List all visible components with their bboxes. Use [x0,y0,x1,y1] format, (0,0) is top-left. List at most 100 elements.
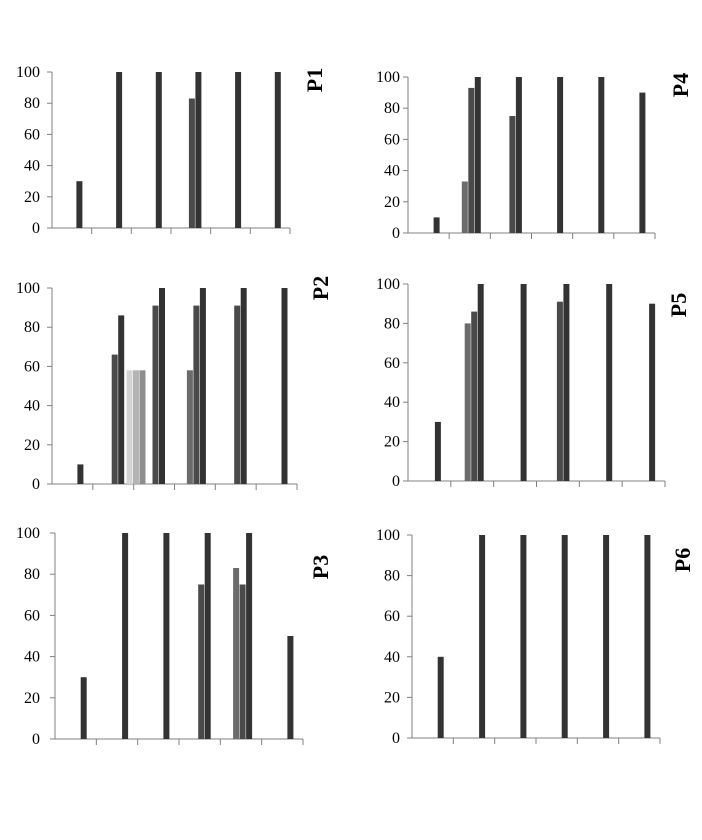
y-tick-label: 20 [384,689,400,706]
y-tick-label: 0 [392,225,400,242]
panel-title: P5 [666,293,691,317]
chart-panel-p6: 0 20 40 60 80 100 P6 [376,527,695,747]
bar [239,584,246,739]
bar [246,533,253,739]
y-tick-label: 40 [24,158,40,175]
bar [509,116,516,233]
bar [163,533,170,739]
bar [193,305,200,484]
bar [118,315,125,484]
bar [287,636,294,739]
bar [152,305,159,484]
bar [77,464,84,484]
y-tick-label: 60 [384,355,400,372]
y-tick-label: 60 [384,608,400,625]
bar [195,72,202,228]
y-tick-label: 100 [16,64,40,81]
bar [468,87,475,234]
y-tick-label: 60 [384,131,400,148]
y-tick-label: 60 [24,126,40,143]
y-tick-label: 40 [24,649,40,666]
panel-title: P4 [668,73,693,97]
y-tick-label: 20 [24,690,40,707]
bar [188,98,195,228]
bar [437,656,444,738]
bar [603,535,610,738]
bar [606,284,613,481]
bar [274,72,281,228]
y-tick-label: 20 [384,194,400,211]
y-tick-label: 100 [16,280,40,297]
chart-panel-p3: 0 20 40 60 80 100 P3 [16,525,333,748]
bar [199,288,206,484]
y-tick-label: 20 [24,189,40,206]
bar [234,305,241,484]
bar [434,421,441,481]
bar [520,284,527,481]
chart-panel-p4: 0 20 40 60 80 100 P4 [376,69,693,242]
panel-title: P6 [670,548,695,572]
bar [515,77,522,233]
bar [122,533,129,739]
bar [186,370,193,484]
panel-title: P1 [302,68,327,92]
bar [557,77,564,233]
bar [471,311,478,481]
bar [233,568,240,739]
y-tick-label: 60 [24,607,40,624]
bar [198,584,205,739]
bar [563,284,570,481]
bar [126,370,133,484]
bar [235,72,242,228]
bar [477,284,484,481]
y-tick-label: 80 [384,568,400,585]
y-tick-label: 100 [16,525,40,542]
bar [520,535,527,738]
y-tick-label: 100 [376,276,400,293]
y-tick-label: 40 [384,394,400,411]
bar [644,535,651,738]
chart-panel-p5: 0 20 40 60 80 100 P5 [376,276,691,490]
panel-title: P3 [308,555,333,579]
y-tick-label: 40 [384,649,400,666]
bar [80,677,87,739]
y-tick-label: 80 [384,315,400,332]
bar [116,72,123,228]
bar [433,217,440,233]
bar [159,288,165,484]
bar [461,181,468,233]
bar [479,535,486,738]
bar [155,72,162,228]
y-tick-label: 40 [24,398,40,415]
y-tick-label: 0 [392,473,400,490]
y-tick-label: 0 [32,476,40,493]
bar [464,323,471,481]
y-tick-label: 60 [24,358,40,375]
y-tick-label: 80 [384,100,400,117]
y-tick-label: 80 [24,319,40,336]
panel-title: P2 [308,276,333,300]
bar [76,181,83,228]
bar [281,288,288,484]
bar [561,535,568,738]
bar [133,370,139,484]
chart-panel-p2: 0 20 40 60 80 100 P2 [16,276,333,493]
y-tick-label: 0 [32,731,40,748]
y-tick-label: 80 [24,95,40,112]
bar [204,533,211,739]
bar [649,303,656,481]
y-tick-label: 100 [376,69,400,86]
bar [474,77,481,233]
y-tick-label: 0 [32,220,40,237]
bar [111,354,118,484]
y-tick-label: 20 [384,434,400,451]
bar [139,370,146,484]
bar [598,77,605,233]
y-tick-label: 100 [376,527,400,544]
bar [556,301,563,481]
y-tick-label: 20 [24,437,40,454]
y-tick-label: 40 [384,163,400,180]
chart-panel-p1: 0 20 40 60 80 100 P1 [16,64,327,237]
y-tick-label: 80 [24,566,40,583]
